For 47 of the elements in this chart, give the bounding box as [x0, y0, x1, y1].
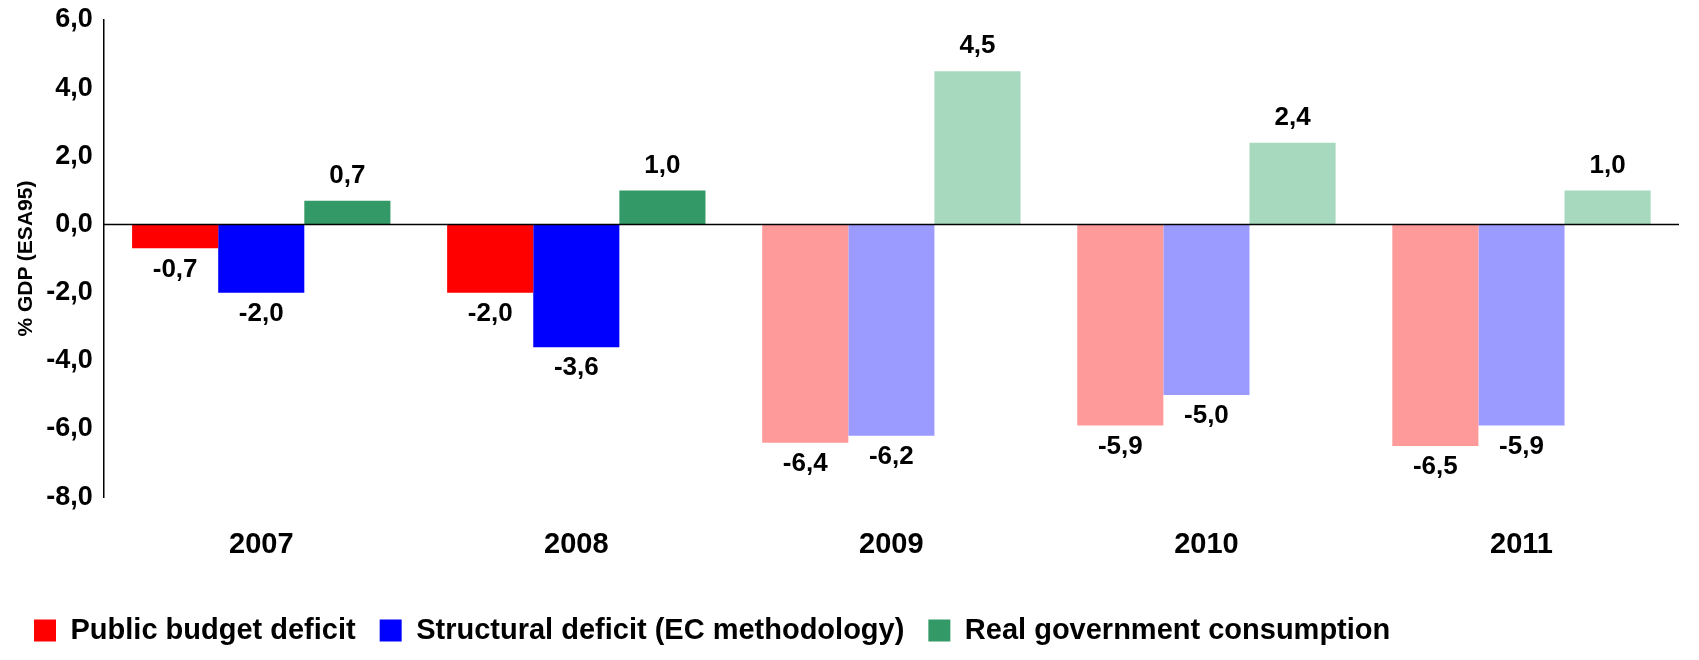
bar	[934, 71, 1021, 225]
bar	[1249, 142, 1336, 225]
data-label: -3,6	[553, 351, 599, 382]
y-tick-label: -2,0	[46, 276, 93, 307]
legend-label: Public budget deficit	[70, 612, 357, 645]
y-axis-title: % GDP (ESA95)	[13, 180, 37, 337]
bar	[1478, 224, 1565, 426]
bar	[762, 224, 849, 443]
data-label: 1,0	[1589, 148, 1626, 179]
data-label: -0,7	[152, 252, 198, 283]
bar	[447, 224, 534, 293]
legend-label: Structural deficit (EC methodology)	[416, 612, 905, 645]
legend-label: Real government consumption	[964, 612, 1391, 645]
data-label: -2,0	[238, 296, 284, 327]
bar	[533, 224, 620, 348]
x-tick-label: 2011	[1490, 526, 1553, 559]
bar	[218, 224, 305, 293]
data-label: -6,5	[1412, 450, 1458, 481]
data-label: -5,9	[1097, 429, 1143, 460]
y-tick-label: 4,0	[55, 71, 93, 102]
y-tick-label: -6,0	[46, 412, 93, 443]
y-tick-label: 6,0	[55, 3, 93, 34]
data-label: -6,4	[782, 446, 829, 477]
y-tick-label: -8,0	[46, 480, 93, 511]
data-label: -2,0	[467, 296, 513, 327]
x-tick-label: 2009	[859, 526, 924, 559]
x-tick-label: 2007	[228, 526, 294, 559]
bar	[1163, 224, 1250, 395]
y-tick-label: -4,0	[46, 344, 93, 375]
bar	[1077, 224, 1164, 426]
bar	[132, 224, 219, 249]
bar	[1392, 224, 1479, 447]
data-label: -6,2	[868, 440, 914, 471]
data-label: 4,5	[959, 29, 996, 60]
data-label: -5,0	[1184, 399, 1229, 430]
x-tick-label: 2008	[544, 526, 609, 559]
x-tick-label: 2010	[1174, 526, 1239, 559]
y-tick-label: 0,0	[55, 207, 93, 238]
y-tick-label: 2,0	[55, 139, 93, 170]
data-label: 1,0	[644, 148, 681, 179]
data-label: 0,7	[329, 158, 366, 189]
bar	[1564, 190, 1651, 225]
data-label: -5,9	[1499, 429, 1544, 460]
bar	[848, 224, 935, 436]
data-label: 2,4	[1274, 100, 1312, 131]
bar	[619, 190, 706, 225]
bar	[304, 200, 391, 225]
